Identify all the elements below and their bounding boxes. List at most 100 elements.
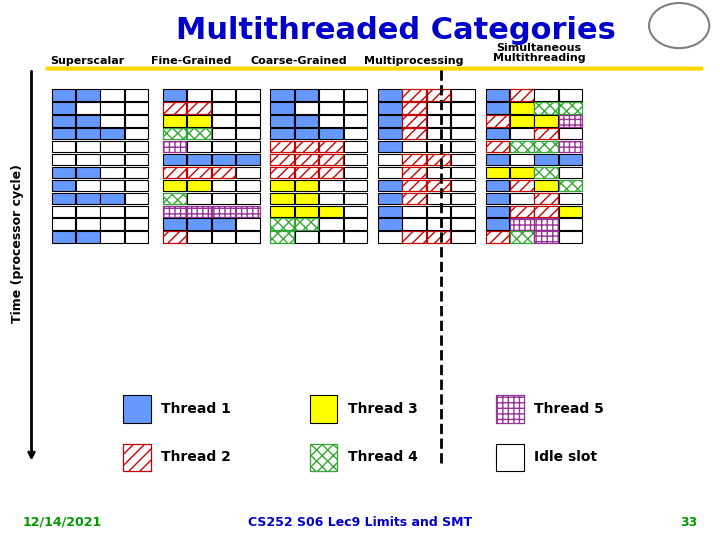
Bar xyxy=(427,128,451,139)
Bar xyxy=(427,90,451,101)
Bar xyxy=(187,115,211,126)
Bar xyxy=(485,218,509,230)
Bar xyxy=(402,128,426,139)
Bar xyxy=(187,231,211,242)
Bar xyxy=(402,193,426,204)
Bar xyxy=(236,141,260,152)
Bar xyxy=(559,115,582,126)
Bar xyxy=(534,206,558,217)
Bar xyxy=(559,103,582,113)
Bar xyxy=(100,128,124,139)
Bar xyxy=(294,128,318,139)
Bar xyxy=(402,115,426,126)
Bar xyxy=(52,218,76,230)
Bar xyxy=(319,128,343,139)
Bar xyxy=(534,141,558,152)
Bar xyxy=(319,167,343,178)
Bar xyxy=(559,193,582,204)
Bar xyxy=(402,154,426,165)
Bar xyxy=(510,167,534,178)
Bar xyxy=(510,180,534,191)
Bar xyxy=(510,180,534,191)
Bar xyxy=(485,90,509,101)
Bar xyxy=(187,193,211,204)
Bar xyxy=(402,167,426,178)
Bar xyxy=(187,206,211,217)
Bar xyxy=(402,103,426,113)
Bar xyxy=(52,180,76,191)
Bar xyxy=(343,231,367,242)
Bar xyxy=(510,231,534,242)
Bar xyxy=(402,231,426,242)
Bar xyxy=(212,206,235,217)
Bar xyxy=(534,180,558,191)
Bar xyxy=(236,115,260,126)
Bar xyxy=(270,167,294,178)
Bar xyxy=(534,103,558,113)
Bar xyxy=(236,193,260,204)
Bar xyxy=(270,128,294,139)
Text: 33: 33 xyxy=(680,516,697,529)
Bar xyxy=(319,180,343,191)
Bar xyxy=(270,193,294,204)
Bar xyxy=(187,128,211,139)
Bar xyxy=(510,218,534,230)
Bar xyxy=(52,154,76,165)
Bar xyxy=(319,154,343,165)
Bar xyxy=(485,167,509,178)
Bar xyxy=(100,167,124,178)
Text: Multithreaded Categories: Multithreaded Categories xyxy=(176,16,616,45)
Bar xyxy=(236,103,260,113)
Bar xyxy=(294,115,318,126)
Bar xyxy=(163,193,186,204)
Bar xyxy=(378,193,402,204)
Text: CS252 S06 Lec9 Limits and SMT: CS252 S06 Lec9 Limits and SMT xyxy=(248,516,472,529)
Bar xyxy=(510,115,534,126)
Bar xyxy=(510,218,534,230)
Bar xyxy=(236,206,260,217)
Bar xyxy=(343,180,367,191)
Bar xyxy=(52,193,76,204)
Bar xyxy=(427,154,451,165)
Text: Thread 5: Thread 5 xyxy=(534,402,604,416)
Bar xyxy=(534,167,558,178)
Bar xyxy=(451,206,474,217)
Bar xyxy=(294,167,318,178)
Bar xyxy=(451,180,474,191)
Text: Thread 1: Thread 1 xyxy=(161,402,231,416)
Bar xyxy=(319,206,343,217)
Bar xyxy=(534,231,558,242)
Bar xyxy=(485,115,509,126)
Bar xyxy=(52,206,76,217)
Bar xyxy=(100,115,124,126)
Bar xyxy=(496,443,523,471)
Text: Superscalar: Superscalar xyxy=(50,56,125,66)
Text: Fine-Grained: Fine-Grained xyxy=(151,56,232,66)
Bar xyxy=(343,90,367,101)
Bar xyxy=(534,154,558,165)
Bar xyxy=(236,218,260,230)
Bar xyxy=(125,90,148,101)
Bar xyxy=(125,180,148,191)
Bar xyxy=(163,128,186,139)
Bar xyxy=(163,154,186,165)
Bar xyxy=(236,206,260,217)
Bar xyxy=(319,90,343,101)
Bar xyxy=(510,206,534,217)
Bar xyxy=(510,206,534,217)
Bar xyxy=(294,231,318,242)
Bar xyxy=(270,218,294,230)
Bar xyxy=(236,154,260,165)
Bar xyxy=(559,103,582,113)
Bar xyxy=(163,167,186,178)
Bar xyxy=(485,154,509,165)
Bar xyxy=(534,128,558,139)
Bar xyxy=(100,193,124,204)
Bar xyxy=(163,231,186,242)
Bar xyxy=(451,231,474,242)
Bar xyxy=(212,231,235,242)
Bar xyxy=(187,141,211,152)
Bar xyxy=(319,115,343,126)
Bar xyxy=(270,154,294,165)
Bar xyxy=(378,206,402,217)
